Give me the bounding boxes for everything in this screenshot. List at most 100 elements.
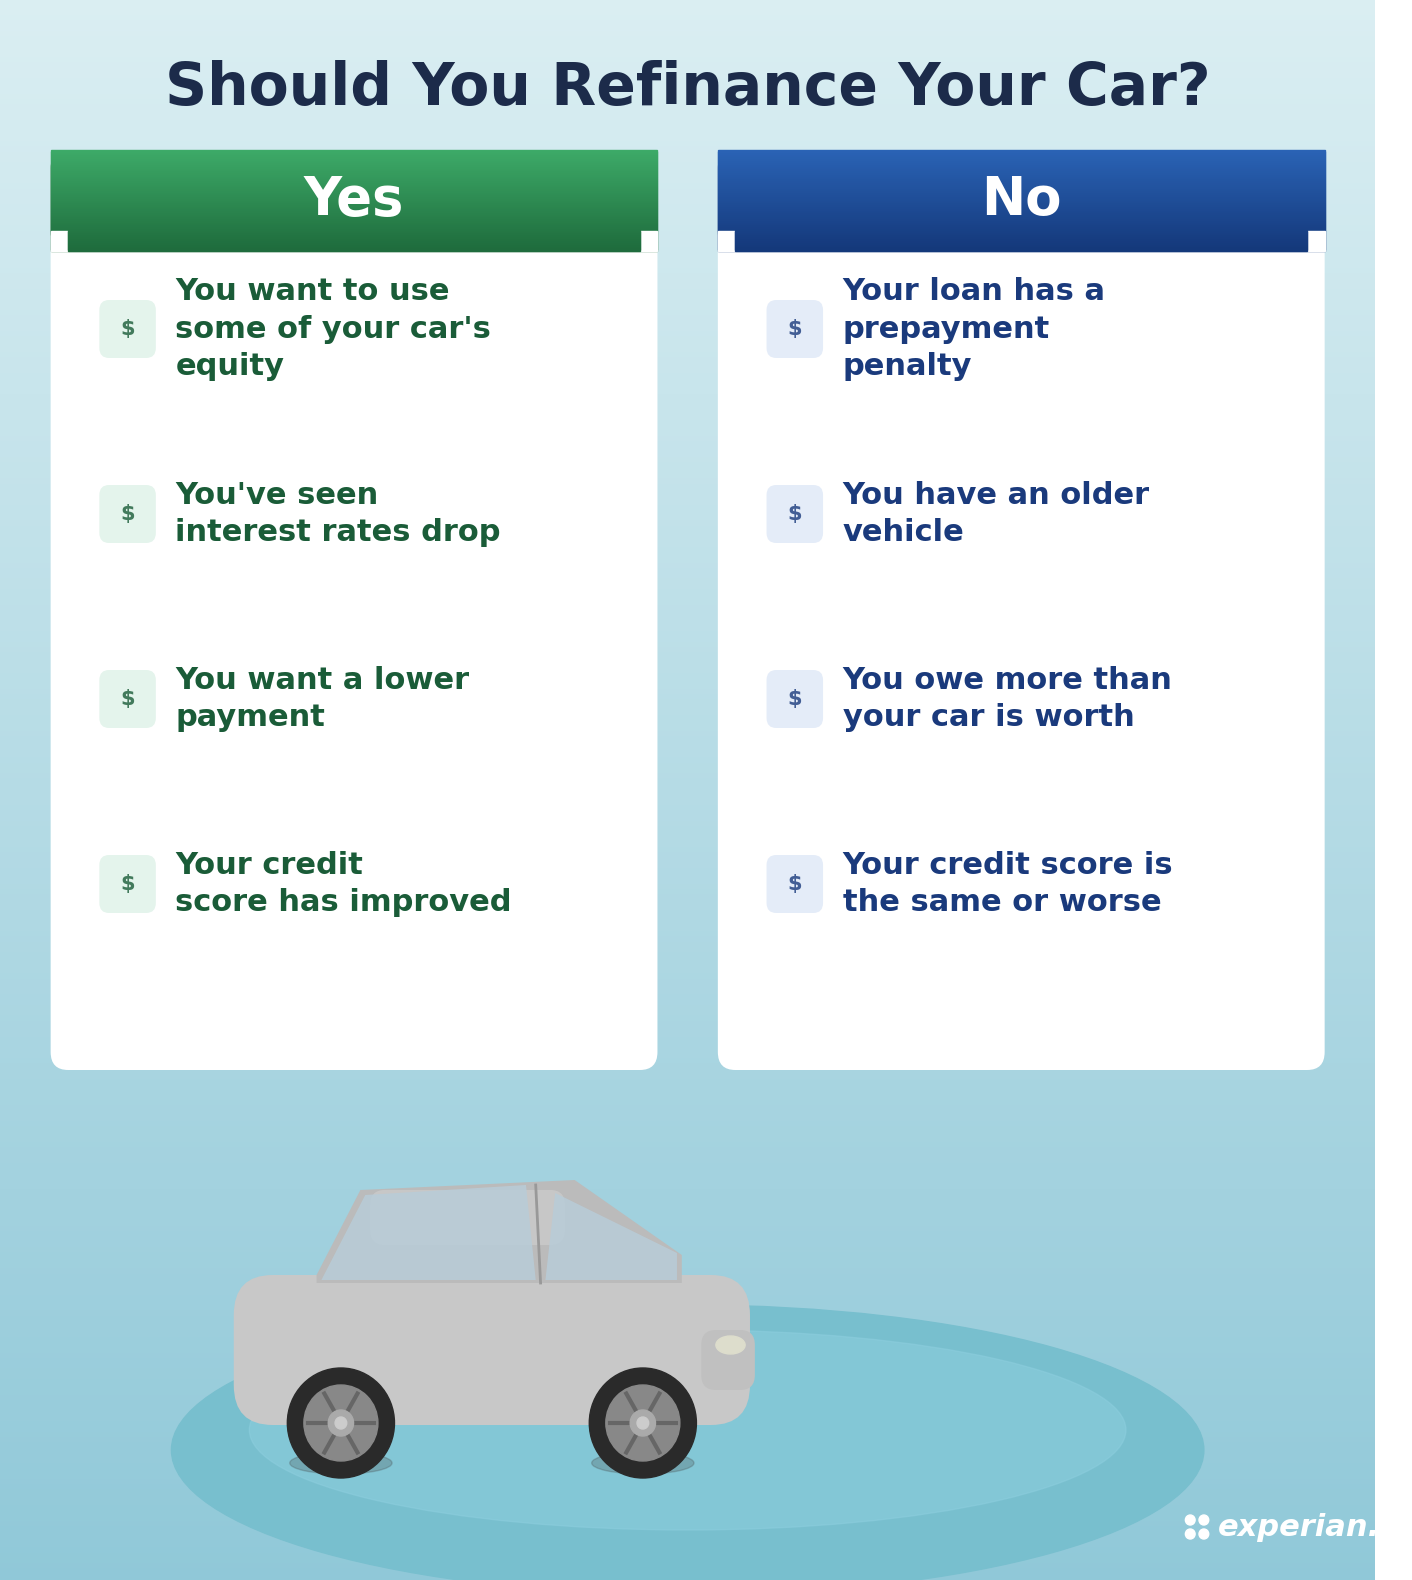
- Bar: [0, 253, 1375, 259]
- Bar: [51, 152, 658, 155]
- Bar: [0, 1185, 1375, 1191]
- Text: Should You Refinance Your Car?: Should You Refinance Your Car?: [165, 60, 1210, 117]
- Ellipse shape: [289, 1452, 393, 1474]
- Bar: [0, 84, 1375, 90]
- Text: Your credit score is
the same or worse: Your credit score is the same or worse: [843, 852, 1173, 916]
- Bar: [0, 1501, 1375, 1507]
- Bar: [0, 147, 1375, 153]
- Bar: [0, 321, 1375, 327]
- Bar: [0, 732, 1375, 738]
- Bar: [51, 193, 658, 194]
- Bar: [0, 1095, 1375, 1101]
- Bar: [0, 1196, 1375, 1202]
- Bar: [0, 1243, 1375, 1250]
- Bar: [0, 1454, 1375, 1460]
- Bar: [0, 1411, 1375, 1417]
- Bar: [717, 172, 1324, 175]
- Text: $: $: [788, 874, 802, 894]
- Bar: [0, 305, 1375, 311]
- FancyBboxPatch shape: [717, 150, 1324, 250]
- FancyBboxPatch shape: [767, 670, 823, 728]
- Ellipse shape: [716, 1337, 746, 1354]
- Bar: [717, 220, 1324, 223]
- Bar: [0, 43, 1375, 49]
- Bar: [717, 171, 1324, 172]
- Bar: [0, 927, 1375, 934]
- Bar: [68, 246, 640, 250]
- Bar: [0, 1032, 1375, 1038]
- Bar: [0, 569, 1375, 575]
- Bar: [0, 826, 1375, 833]
- Bar: [0, 833, 1375, 839]
- Text: experian.: experian.: [1217, 1512, 1380, 1542]
- Bar: [0, 763, 1375, 769]
- Bar: [0, 885, 1375, 891]
- FancyBboxPatch shape: [767, 485, 823, 544]
- Bar: [0, 163, 1375, 169]
- Bar: [0, 327, 1375, 333]
- Bar: [717, 174, 1324, 177]
- Bar: [717, 166, 1324, 169]
- Bar: [717, 228, 1324, 231]
- Bar: [736, 248, 1308, 251]
- Polygon shape: [316, 1180, 682, 1283]
- Bar: [0, 980, 1375, 986]
- Bar: [0, 848, 1375, 855]
- Bar: [0, 664, 1375, 670]
- Bar: [0, 442, 1375, 449]
- Text: You owe more than
your car is worth: You owe more than your car is worth: [843, 667, 1172, 732]
- Bar: [0, 589, 1375, 596]
- Text: $: $: [788, 689, 802, 709]
- Bar: [717, 150, 1324, 153]
- Bar: [736, 246, 1308, 250]
- Bar: [51, 172, 658, 175]
- Bar: [0, 790, 1375, 796]
- Bar: [0, 1490, 1375, 1496]
- Bar: [0, 553, 1375, 559]
- Bar: [0, 1443, 1375, 1449]
- Bar: [0, 1074, 1375, 1081]
- Bar: [0, 779, 1375, 785]
- Bar: [0, 574, 1375, 580]
- Bar: [0, 332, 1375, 338]
- Bar: [736, 234, 1308, 237]
- Bar: [0, 126, 1375, 133]
- Bar: [68, 235, 640, 239]
- Bar: [0, 1322, 1375, 1329]
- Bar: [0, 422, 1375, 428]
- Bar: [0, 1517, 1375, 1523]
- Bar: [0, 668, 1375, 675]
- Bar: [51, 171, 658, 172]
- Bar: [0, 1122, 1375, 1128]
- Bar: [0, 542, 1375, 548]
- Bar: [0, 58, 1375, 65]
- Bar: [68, 248, 640, 251]
- Bar: [0, 343, 1375, 349]
- Circle shape: [1185, 1515, 1195, 1525]
- Bar: [0, 1522, 1375, 1528]
- Bar: [0, 921, 1375, 927]
- Bar: [0, 605, 1375, 611]
- Text: $: $: [788, 319, 802, 340]
- Bar: [0, 479, 1375, 485]
- Bar: [0, 106, 1375, 112]
- Bar: [0, 1564, 1375, 1571]
- Bar: [0, 1085, 1375, 1092]
- Bar: [0, 169, 1375, 175]
- Bar: [0, 901, 1375, 907]
- Bar: [0, 289, 1375, 295]
- Bar: [0, 47, 1375, 54]
- Bar: [0, 684, 1375, 690]
- Bar: [717, 212, 1324, 215]
- Bar: [0, 1011, 1375, 1018]
- Text: $: $: [120, 689, 134, 709]
- Bar: [717, 160, 1324, 163]
- Bar: [0, 90, 1375, 96]
- Bar: [717, 180, 1324, 183]
- Bar: [0, 948, 1375, 954]
- Bar: [0, 706, 1375, 713]
- Bar: [717, 193, 1324, 194]
- Bar: [0, 185, 1375, 191]
- Bar: [0, 1027, 1375, 1033]
- Bar: [0, 1417, 1375, 1424]
